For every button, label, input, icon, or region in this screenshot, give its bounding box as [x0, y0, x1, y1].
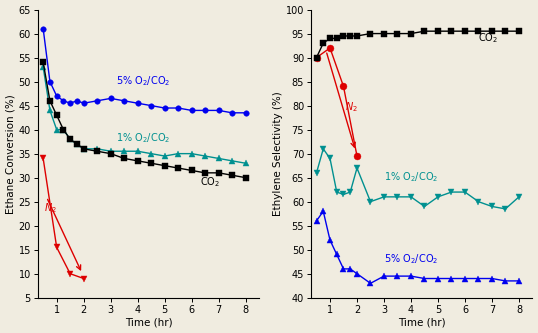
Y-axis label: Ethane Conversion (%): Ethane Conversion (%)	[5, 94, 16, 213]
Text: N$_2$: N$_2$	[44, 201, 56, 215]
Text: CO$_2$: CO$_2$	[478, 31, 499, 45]
X-axis label: Time (hr): Time (hr)	[125, 317, 172, 327]
Text: 1% O$_2$/CO$_2$: 1% O$_2$/CO$_2$	[384, 170, 438, 184]
Text: 5% O$_2$/CO$_2$: 5% O$_2$/CO$_2$	[384, 252, 438, 265]
Text: N$_2$: N$_2$	[345, 101, 358, 114]
X-axis label: Time (hr): Time (hr)	[398, 317, 445, 327]
Text: CO$_2$: CO$_2$	[200, 175, 220, 189]
Text: 1% O$_2$/CO$_2$: 1% O$_2$/CO$_2$	[116, 132, 171, 146]
Text: 5% O$_2$/CO$_2$: 5% O$_2$/CO$_2$	[116, 74, 171, 88]
Y-axis label: Ethylene Selectivity (%): Ethylene Selectivity (%)	[273, 91, 283, 216]
